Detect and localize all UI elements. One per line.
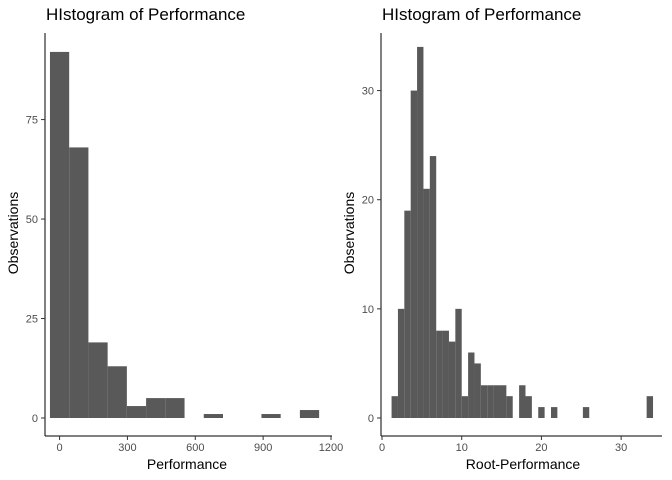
histogram-bar xyxy=(538,407,545,418)
x-tick-label: 1200 xyxy=(319,442,343,454)
histogram-bar xyxy=(299,410,320,418)
histogram-bar xyxy=(107,366,127,418)
x-tick-label: 10 xyxy=(456,442,468,454)
chart-panel-left: HIstogram of Performance Performance Obs… xyxy=(5,5,343,472)
x-tick-label: 600 xyxy=(186,442,204,454)
histogram-bar xyxy=(506,396,513,418)
histogram-bar xyxy=(429,156,437,418)
x-tick-label: 300 xyxy=(118,442,136,454)
x-axis-title-left: Performance xyxy=(147,456,227,472)
histogram-bar xyxy=(480,385,488,418)
histogram-bar xyxy=(410,90,418,418)
histogram-bar xyxy=(88,342,108,418)
y-tick-label: 75 xyxy=(26,115,38,127)
histogram-bar xyxy=(442,330,449,418)
x-tick-label: 900 xyxy=(254,442,272,454)
histogram-bar xyxy=(455,308,462,418)
y-tick-label: 50 xyxy=(26,214,38,226)
y-tick-label: 10 xyxy=(362,304,374,316)
axis-ticks-left: 0 300 600 900 1200 0 25 50 75 xyxy=(26,115,343,454)
histogram-bar xyxy=(49,51,70,419)
y-tick-label: 30 xyxy=(362,86,374,98)
chart-panel-right: HIstogram of Performance Root-Performanc… xyxy=(341,5,662,472)
histogram-bar xyxy=(417,46,424,418)
y-tick-label: 0 xyxy=(32,413,38,425)
histogram-bar xyxy=(474,363,481,418)
histogram-bar xyxy=(391,396,398,418)
y-tick-label: 25 xyxy=(26,314,38,326)
y-tick-label: 20 xyxy=(362,195,374,207)
chart-title-right: HIstogram of Performance xyxy=(382,5,581,24)
histogram-bar xyxy=(69,147,89,419)
histogram-bar xyxy=(487,385,494,418)
axis-ticks-right: 0 10 20 30 0 10 20 30 xyxy=(362,86,628,454)
y-axis-title-left: Observations xyxy=(5,192,21,274)
x-tick-label: 30 xyxy=(615,442,627,454)
histogram-bar xyxy=(146,398,166,418)
histogram-bar xyxy=(525,396,532,418)
histogram-bar xyxy=(448,341,456,418)
y-tick-label: 0 xyxy=(368,413,374,425)
histogram-bar xyxy=(493,385,500,418)
histogram-bar xyxy=(126,406,147,418)
histogram-bar xyxy=(468,352,475,418)
x-tick-label: 0 xyxy=(57,442,63,454)
histogram-bar xyxy=(165,398,185,418)
histogram-bar xyxy=(261,414,281,418)
y-axis-title-right: Observations xyxy=(341,192,357,274)
x-tick-label: 20 xyxy=(535,442,547,454)
histogram-bar xyxy=(582,407,590,418)
histogram-bar xyxy=(519,385,526,418)
histogram-bar xyxy=(499,385,507,418)
x-tick-label: 0 xyxy=(379,442,385,454)
histogram-bars-left xyxy=(49,51,320,419)
histogram-bar xyxy=(203,414,223,418)
histogram-bar xyxy=(404,210,411,418)
histogram-bar xyxy=(646,396,654,418)
histogram-bar xyxy=(423,188,430,418)
histogram-bar xyxy=(550,407,558,418)
histogram-bar xyxy=(461,396,469,418)
chart-title-left: HIstogram of Performance xyxy=(46,5,245,24)
histogram-bar xyxy=(436,330,443,418)
x-axis-title-right: Root-Performance xyxy=(466,456,581,472)
histogram-bar xyxy=(397,308,405,418)
histogram-bars-right xyxy=(391,46,654,418)
